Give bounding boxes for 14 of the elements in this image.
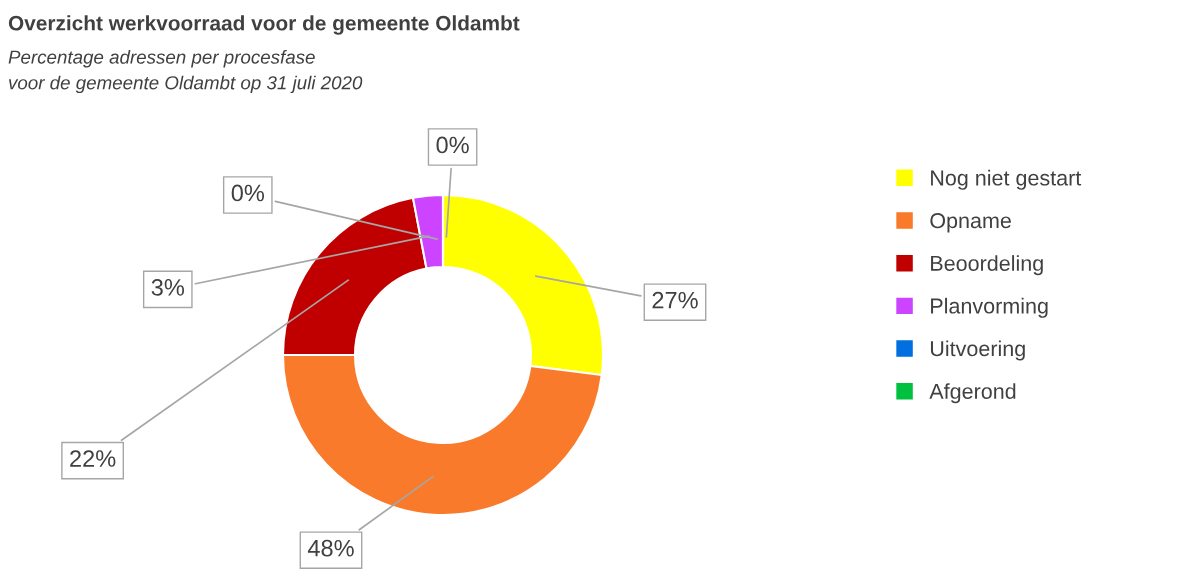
text: 0%: [231, 184, 265, 202]
legend-label: Planvorming: [931, 297, 1048, 318]
chart-subtitle: Percentage adressen per procesfase voor de gemeente Oldambt op 31 juli 2020: [8, 50, 363, 94]
legend-label: Opname: [930, 213, 1011, 233]
data-label: 22%: [70, 450, 116, 467]
legend-label: Uitvoering: [930, 340, 1025, 361]
chart-title: Overzicht werkvoorraad voor de gemeente Oldambt: [8, 15, 520, 35]
legend-label: Beoordeling: [931, 255, 1043, 276]
text: 0%: [436, 136, 469, 154]
legend-label: Afgerond: [929, 383, 1016, 404]
data-label: 48%: [307, 539, 354, 557]
legend-label: Nog niet gestart: [931, 169, 1082, 190]
data-label: 3%: [151, 279, 185, 296]
data-label: 27%: [652, 291, 698, 309]
